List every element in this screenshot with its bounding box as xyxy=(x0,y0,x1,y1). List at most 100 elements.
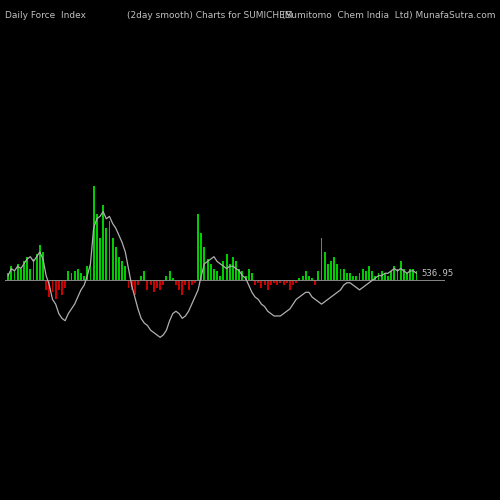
Bar xyxy=(204,247,206,280)
Bar xyxy=(358,274,360,280)
Bar xyxy=(280,280,281,283)
Bar xyxy=(368,266,370,280)
Bar xyxy=(112,238,114,281)
Bar xyxy=(416,271,418,280)
Bar xyxy=(346,274,348,280)
Bar xyxy=(140,276,142,280)
Bar xyxy=(90,262,92,280)
Bar xyxy=(20,268,22,280)
Bar xyxy=(83,276,85,280)
Bar xyxy=(68,271,70,280)
Bar xyxy=(296,280,297,283)
Bar xyxy=(308,276,310,280)
Bar xyxy=(121,262,123,280)
Bar xyxy=(14,271,16,280)
Bar xyxy=(188,280,190,290)
Bar xyxy=(102,204,104,281)
Bar xyxy=(302,276,304,280)
Bar xyxy=(36,254,38,280)
Bar xyxy=(213,268,215,280)
Bar xyxy=(48,280,50,297)
Bar xyxy=(400,262,402,280)
Bar xyxy=(374,276,376,280)
Bar xyxy=(343,268,344,280)
Bar xyxy=(324,252,326,280)
Bar xyxy=(134,280,136,294)
Bar xyxy=(314,280,316,285)
Bar xyxy=(182,280,183,294)
Bar xyxy=(194,280,196,283)
Bar xyxy=(168,271,170,280)
Bar xyxy=(124,266,126,280)
Bar xyxy=(115,247,116,280)
Bar xyxy=(159,280,161,290)
Bar xyxy=(311,278,313,280)
Bar xyxy=(394,266,396,280)
Bar xyxy=(282,280,284,285)
Bar xyxy=(96,214,98,280)
Bar xyxy=(226,254,228,280)
Bar xyxy=(130,280,132,290)
Bar xyxy=(206,259,208,280)
Bar xyxy=(77,268,79,280)
Bar xyxy=(412,268,414,280)
Bar xyxy=(406,274,408,280)
Bar xyxy=(80,274,82,280)
Text: Daily Force  Index: Daily Force Index xyxy=(5,11,86,20)
Bar xyxy=(248,268,250,280)
Bar xyxy=(144,271,145,280)
Bar xyxy=(128,280,130,287)
Bar xyxy=(229,264,230,280)
Bar xyxy=(362,268,364,280)
Bar xyxy=(39,245,41,280)
Bar xyxy=(403,268,405,280)
Bar xyxy=(409,268,411,280)
Bar xyxy=(356,276,358,280)
Bar xyxy=(178,280,180,290)
Bar xyxy=(258,280,259,283)
Bar xyxy=(108,221,110,280)
Bar xyxy=(23,262,25,280)
Bar xyxy=(235,262,237,280)
Bar xyxy=(267,280,268,290)
Bar xyxy=(86,266,88,280)
Bar xyxy=(52,280,54,292)
Bar xyxy=(210,264,212,280)
Bar xyxy=(336,264,338,280)
Text: (2day smooth) Charts for SUMICHEM: (2day smooth) Charts for SUMICHEM xyxy=(127,11,293,20)
Bar xyxy=(251,274,253,280)
Bar xyxy=(166,276,168,280)
Bar xyxy=(26,256,28,280)
Bar xyxy=(54,280,56,299)
Bar xyxy=(330,262,332,280)
Bar xyxy=(146,280,148,290)
Bar xyxy=(172,278,174,280)
Bar xyxy=(365,271,367,280)
Bar xyxy=(74,271,76,280)
Bar xyxy=(153,280,154,292)
Bar xyxy=(232,256,234,280)
Bar xyxy=(45,280,47,290)
Bar xyxy=(106,228,107,280)
Bar xyxy=(390,271,392,280)
Bar xyxy=(292,280,294,285)
Bar xyxy=(378,274,380,280)
Bar xyxy=(162,280,164,285)
Bar xyxy=(349,274,351,280)
Bar xyxy=(318,271,320,280)
Bar xyxy=(137,280,139,285)
Bar xyxy=(150,280,152,285)
Bar xyxy=(327,264,329,280)
Bar xyxy=(197,214,199,280)
Bar xyxy=(254,280,256,285)
Bar xyxy=(58,280,60,290)
Bar xyxy=(244,276,246,280)
Text: (Sumitomo  Chem India  Ltd) MunafaSutra.com: (Sumitomo Chem India Ltd) MunafaSutra.co… xyxy=(282,11,495,20)
Bar xyxy=(352,276,354,280)
Text: 536.95: 536.95 xyxy=(422,269,454,278)
Bar xyxy=(175,280,177,285)
Bar xyxy=(61,280,63,294)
Bar xyxy=(99,238,101,281)
Bar xyxy=(371,271,373,280)
Bar xyxy=(156,280,158,287)
